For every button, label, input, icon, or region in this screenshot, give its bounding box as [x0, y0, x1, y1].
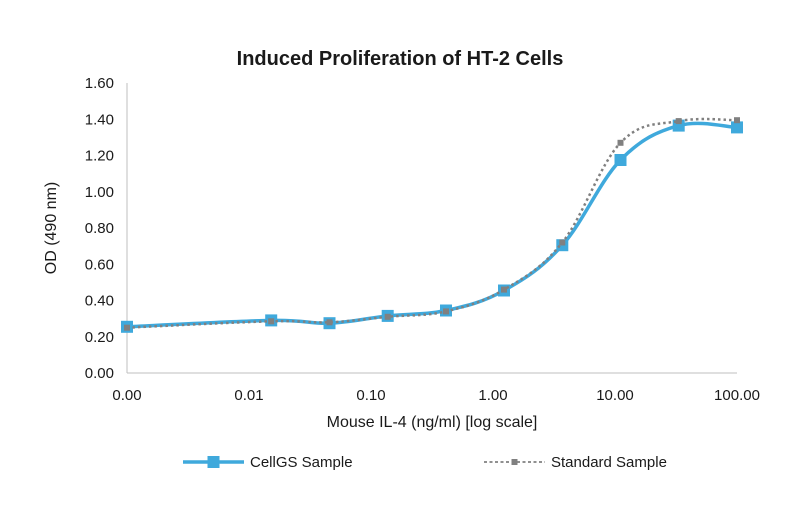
x-axis-label: Mouse IL-4 (ng/ml) [log scale]	[327, 414, 538, 431]
legend-marker	[511, 459, 518, 465]
data-point	[731, 121, 743, 134]
y-tick-label: 0.00	[85, 365, 114, 382]
series-0	[121, 119, 743, 333]
x-tick-label: 100.00	[714, 387, 760, 404]
y-tick-label: 0.60	[85, 256, 114, 273]
data-point	[559, 239, 566, 246]
data-point	[326, 319, 333, 326]
x-tick-label: 1.00	[478, 387, 507, 404]
y-tick-labels: 0.00 0.20 0.40 0.60 0.80 1.00 1.20 1.40 1.60	[85, 75, 114, 382]
x-tick-labels: 0.00 0.01 0.10 1.00 10.00 100.00	[112, 387, 760, 404]
y-tick-label: 1.60	[85, 75, 114, 92]
legend-marker	[207, 456, 220, 468]
data-point	[617, 139, 624, 146]
series-line	[126, 117, 738, 329]
y-tick-label: 1.00	[85, 184, 114, 201]
legend-item: Standard Sample	[484, 454, 667, 471]
x-tick-label: 0.01	[234, 387, 263, 404]
y-tick-label: 1.40	[85, 111, 114, 128]
y-tick-label: 0.40	[85, 293, 114, 310]
legend-label: Standard Sample	[551, 454, 667, 471]
chart-title: Induced Proliferation of HT-2 Cells	[237, 48, 564, 70]
y-tick-label: 1.20	[85, 148, 114, 165]
data-point	[675, 118, 682, 125]
series-1	[124, 117, 740, 331]
x-tick-label: 10.00	[596, 387, 634, 404]
data-point	[443, 308, 449, 315]
data-point	[124, 324, 130, 331]
x-tick-label: 0.00	[112, 387, 141, 404]
series-layer	[121, 117, 743, 333]
data-point	[268, 318, 275, 325]
data-point	[734, 117, 740, 124]
legend-label: CellGS Sample	[250, 454, 353, 471]
legend: CellGS Sample Standard Sample	[183, 454, 667, 471]
data-point	[384, 313, 391, 320]
x-tick-label: 0.10	[356, 387, 385, 404]
legend-item: CellGS Sample	[183, 454, 353, 471]
data-point	[614, 154, 627, 166]
y-tick-label: 0.80	[85, 220, 114, 237]
y-axis-label: OD (490 nm)	[43, 182, 60, 274]
axes	[126, 83, 737, 374]
series-line	[126, 121, 738, 329]
y-tick-label: 0.20	[85, 329, 114, 346]
data-point	[501, 286, 507, 293]
